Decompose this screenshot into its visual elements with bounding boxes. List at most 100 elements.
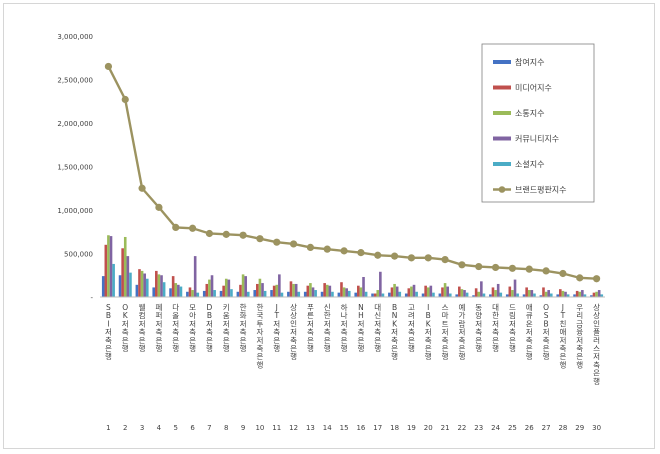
- legend-swatch: [493, 85, 511, 90]
- bar: [253, 290, 257, 297]
- bar: [123, 236, 127, 297]
- bar: [472, 295, 475, 297]
- bar: [564, 291, 567, 297]
- bar: [135, 284, 139, 297]
- bar: [210, 275, 214, 297]
- bar: [155, 270, 158, 297]
- line-point: [289, 240, 298, 248]
- bar: [458, 286, 461, 297]
- bar: [491, 287, 495, 297]
- bar: [309, 283, 312, 297]
- bar: [174, 283, 178, 297]
- line-point: [407, 254, 416, 262]
- bar: [522, 294, 526, 297]
- bar: [600, 294, 604, 297]
- bar: [525, 287, 528, 297]
- rank-label: 24: [491, 424, 500, 432]
- y-axis: - 500,000 1,000,000 1,500,000 2,000,000 2,500…: [57, 33, 93, 302]
- legend-swatch: [493, 60, 511, 64]
- y-tick-label: 2,500,000: [57, 77, 93, 85]
- bar: [556, 294, 560, 297]
- line-point: [458, 261, 466, 269]
- line-point: [188, 224, 197, 232]
- bar: [292, 283, 295, 297]
- line-point: [542, 267, 550, 275]
- bar: [516, 293, 519, 297]
- line-point: [390, 252, 399, 260]
- bar: [511, 290, 514, 297]
- line-point: [155, 203, 163, 211]
- bar: [323, 283, 326, 297]
- bar: [539, 295, 543, 297]
- bar: [171, 276, 175, 297]
- bar: [549, 293, 553, 297]
- bar: [455, 294, 459, 297]
- bar: [345, 288, 348, 297]
- bar: [270, 290, 273, 297]
- bar: [342, 287, 346, 297]
- bar: [407, 288, 411, 297]
- rank-labels: 1 2 3 4 5 6 7 8 9 10 11 12 13 14 15 16 17 18 19 20 21 22 23 24 2…: [106, 424, 601, 432]
- rank-label: 21: [441, 424, 450, 432]
- bar: [373, 293, 377, 297]
- bar: [566, 294, 570, 297]
- bar: [513, 279, 517, 297]
- line-point: [121, 95, 129, 104]
- bar: [126, 256, 130, 297]
- legend-label: 소통지수: [515, 109, 544, 118]
- rank-label: 10: [255, 424, 264, 432]
- legend-swatch-marker: [498, 186, 506, 193]
- rank-label: 23: [474, 424, 483, 432]
- line-point: [273, 238, 281, 246]
- rank-label: 9: [241, 424, 245, 432]
- bar: [337, 292, 341, 297]
- line-series-group: [104, 62, 601, 283]
- rank-label: 20: [424, 424, 433, 432]
- bar: [244, 276, 247, 297]
- bar: [371, 293, 374, 297]
- bar: [236, 291, 240, 297]
- line-point: [592, 275, 601, 283]
- bar: [143, 273, 146, 297]
- bar: [441, 287, 444, 297]
- rank-label: 15: [340, 424, 349, 432]
- rank-label: 8: [224, 424, 228, 432]
- bar: [275, 284, 279, 297]
- bar: [222, 285, 225, 297]
- rank-label: 13: [306, 424, 315, 432]
- rank-label: 7: [207, 424, 211, 432]
- rank-label: 28: [558, 424, 567, 432]
- bar: [138, 269, 141, 297]
- bar: [354, 292, 358, 297]
- bar: [162, 282, 166, 297]
- bar: [544, 291, 548, 297]
- legend-swatch: [493, 162, 511, 166]
- bar: [294, 283, 298, 297]
- y-tick-label: -: [90, 294, 93, 302]
- bar: [287, 291, 290, 297]
- line-point: [222, 230, 230, 238]
- bar: [196, 292, 200, 297]
- bar: [140, 270, 144, 297]
- bar: [477, 291, 481, 297]
- bar: [280, 292, 284, 297]
- line-point: [323, 245, 331, 253]
- bar: [581, 290, 584, 297]
- bar: [489, 294, 492, 297]
- line-point: [441, 255, 449, 264]
